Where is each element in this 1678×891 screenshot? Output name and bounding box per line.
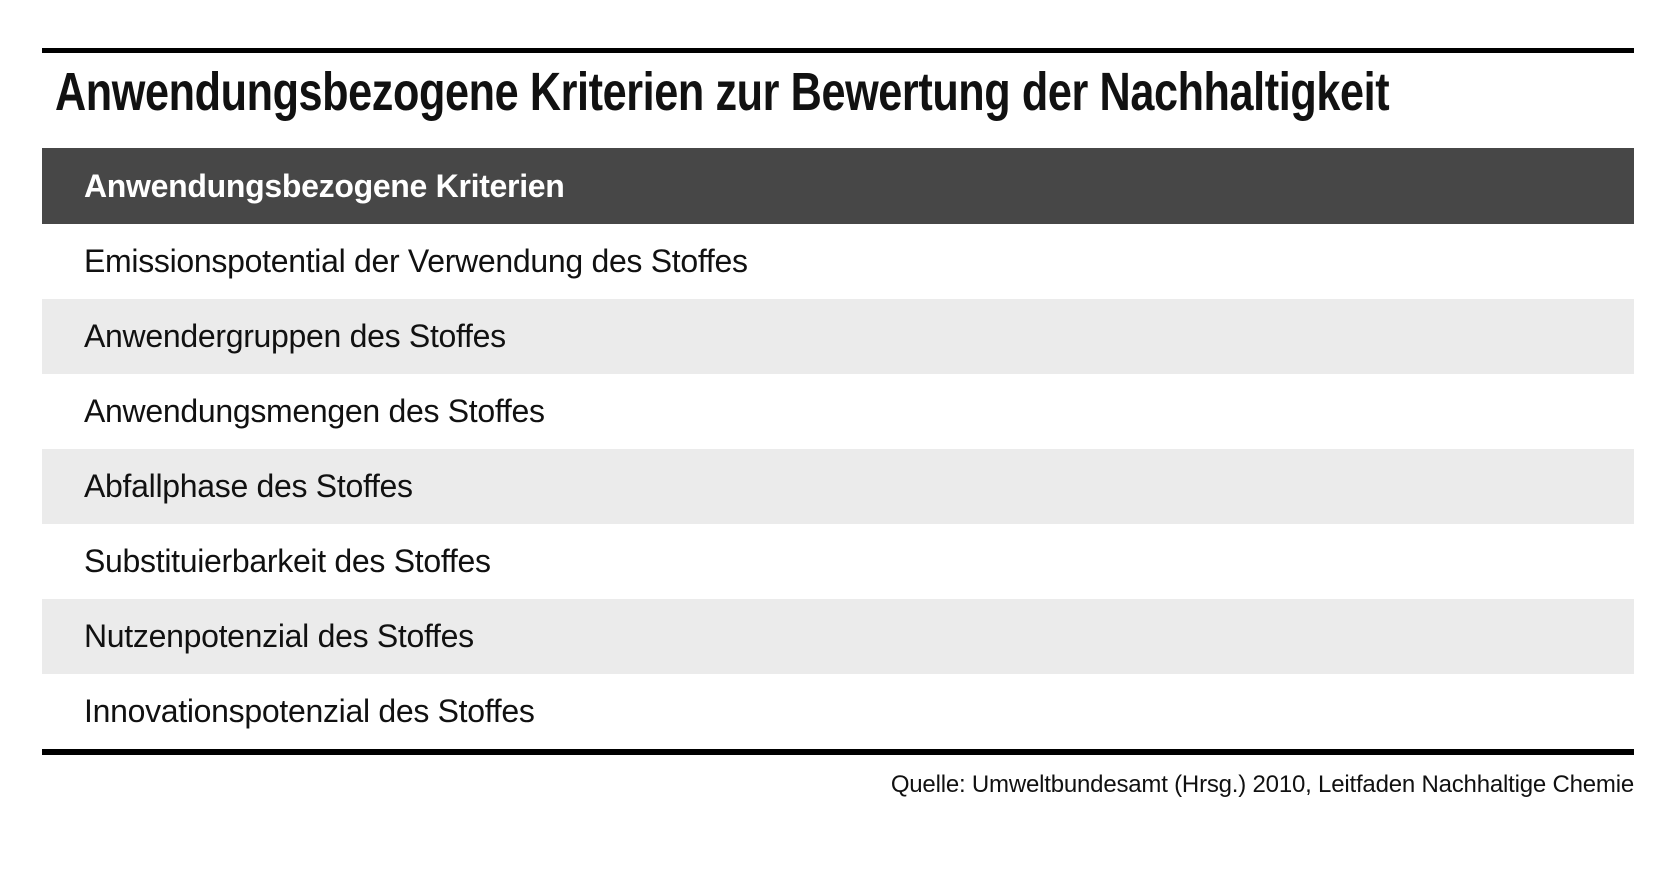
- row-label: Anwendergruppen des Stoffes: [84, 318, 506, 354]
- table-row: Innovationspotenzial des Stoffes: [42, 674, 1634, 749]
- row-label: Innovationspotenzial des Stoffes: [84, 693, 535, 729]
- table-row: Nutzenpotenzial des Stoffes: [42, 599, 1634, 674]
- table-figure: Anwendungsbezogene Kriterien zur Bewertu…: [42, 48, 1634, 799]
- row-label: Emissionspotential der Verwendung des St…: [84, 243, 748, 279]
- table-header-row: Anwendungsbezogene Kriterien: [42, 148, 1634, 224]
- row-label: Anwendungsmengen des Stoffes: [84, 393, 545, 429]
- table-header-label: Anwendungsbezogene Kriterien: [84, 167, 565, 204]
- source-note: Quelle: Umweltbundesamt (Hrsg.) 2010, Le…: [890, 771, 1634, 798]
- table-row: Anwendungsmengen des Stoffes: [42, 374, 1634, 449]
- bottom-rule: [42, 749, 1634, 755]
- figure-title: Anwendungsbezogene Kriterien zur Bewertu…: [55, 62, 1390, 122]
- criteria-table: Anwendungsbezogene Kriterien Emissionspo…: [42, 148, 1634, 749]
- row-label: Substituierbarkeit des Stoffes: [84, 543, 491, 579]
- table-row: Anwendergruppen des Stoffes: [42, 299, 1634, 374]
- table-row: Substituierbarkeit des Stoffes: [42, 524, 1634, 599]
- table-row: Emissionspotential der Verwendung des St…: [42, 224, 1634, 299]
- row-label: Abfallphase des Stoffes: [84, 468, 413, 504]
- table-row: Abfallphase des Stoffes: [42, 449, 1634, 524]
- table-rows: Emissionspotential der Verwendung des St…: [42, 224, 1634, 749]
- row-label: Nutzenpotenzial des Stoffes: [84, 618, 474, 654]
- top-rule: [42, 48, 1634, 53]
